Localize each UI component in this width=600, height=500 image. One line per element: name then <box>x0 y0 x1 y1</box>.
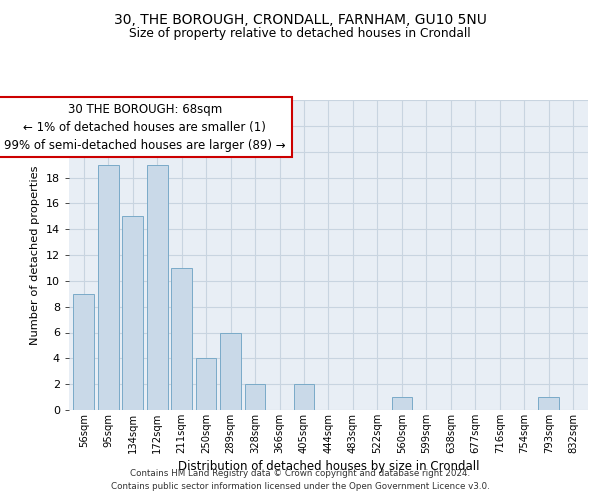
Text: Contains public sector information licensed under the Open Government Licence v3: Contains public sector information licen… <box>110 482 490 491</box>
Bar <box>122 216 143 410</box>
Bar <box>73 294 94 410</box>
Bar <box>147 164 167 410</box>
Y-axis label: Number of detached properties: Number of detached properties <box>30 165 40 345</box>
Bar <box>171 268 192 410</box>
Bar <box>98 164 119 410</box>
Bar <box>293 384 314 410</box>
Bar <box>538 397 559 410</box>
Bar <box>196 358 217 410</box>
Text: Contains HM Land Registry data © Crown copyright and database right 2024.: Contains HM Land Registry data © Crown c… <box>130 468 470 477</box>
Text: 30, THE BOROUGH, CRONDALL, FARNHAM, GU10 5NU: 30, THE BOROUGH, CRONDALL, FARNHAM, GU10… <box>113 12 487 26</box>
Text: 30 THE BOROUGH: 68sqm
← 1% of detached houses are smaller (1)
99% of semi-detach: 30 THE BOROUGH: 68sqm ← 1% of detached h… <box>4 102 286 152</box>
Bar <box>392 397 412 410</box>
X-axis label: Distribution of detached houses by size in Crondall: Distribution of detached houses by size … <box>178 460 479 473</box>
Text: Size of property relative to detached houses in Crondall: Size of property relative to detached ho… <box>129 28 471 40</box>
Bar <box>220 332 241 410</box>
Bar <box>245 384 265 410</box>
